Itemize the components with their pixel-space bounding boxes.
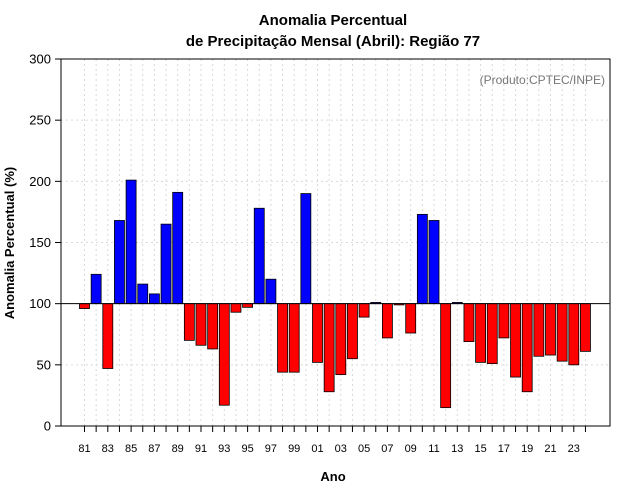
bar-15 [475, 303, 487, 363]
x-tick-label: 83 [102, 443, 114, 455]
bar-87 [148, 293, 160, 305]
x-tick-label: 19 [521, 443, 533, 455]
bar-19 [521, 303, 533, 393]
x-tick-label: 91 [195, 443, 207, 455]
bar-86 [137, 283, 149, 305]
x-tick-label: 97 [265, 443, 277, 455]
y-tick-label: 0 [44, 419, 51, 434]
credit-label: (Produto:CPTEC/INPE) [480, 73, 605, 87]
bar-22 [556, 303, 568, 362]
bar-04 [347, 303, 358, 360]
x-tick-label: 05 [358, 443, 370, 455]
y-tick-label: 50 [37, 357, 51, 372]
bar-12 [440, 303, 452, 409]
x-tick-label: 87 [148, 443, 160, 455]
bar-02 [323, 303, 335, 393]
bars [79, 179, 591, 409]
chart-title-line1: Anomalia Percentual [259, 12, 407, 29]
bar-95 [242, 303, 254, 308]
bar-07 [381, 303, 393, 339]
bar-81 [79, 303, 90, 309]
x-tick-label: 89 [172, 443, 184, 455]
x-tick-label: 03 [335, 443, 347, 455]
bar-00 [300, 193, 312, 305]
x-tick-label: 95 [241, 443, 253, 455]
bar-98 [277, 303, 288, 373]
x-tick-label: 23 [568, 443, 580, 455]
bar-18 [510, 303, 521, 378]
x-tick-label: 81 [78, 443, 90, 455]
x-tick-label: 85 [125, 443, 137, 455]
bar-14 [463, 303, 475, 342]
x-tick-label: 17 [498, 443, 510, 455]
bar-20 [533, 303, 545, 357]
x-tick-label: 09 [405, 443, 417, 455]
bar-11 [428, 220, 440, 305]
bar-89 [172, 191, 184, 305]
bar-01 [312, 303, 323, 363]
bar-97 [265, 278, 277, 305]
y-tick-label: 150 [29, 235, 51, 250]
bar-84 [114, 220, 125, 305]
y-axis-ticks: 0 50 100 150 200 250 300 [29, 52, 61, 434]
x-axis-label: Ano [320, 469, 345, 484]
bar-03 [335, 303, 347, 376]
bar-94 [230, 303, 242, 313]
y-tick-label: 300 [29, 52, 51, 67]
bar-93 [218, 303, 230, 406]
y-axis-label: Anomalia Percentual (%) [2, 167, 17, 319]
y-tick-label: 100 [29, 296, 51, 311]
bar-99 [288, 303, 300, 373]
bar-05 [358, 303, 370, 318]
bar-82 [90, 273, 102, 305]
y-tick-label: 200 [29, 174, 51, 189]
bar-88 [160, 223, 172, 305]
y-tick-label: 250 [29, 113, 51, 128]
bar-83 [102, 303, 114, 369]
bar-92 [207, 303, 219, 350]
x-tick-label: 01 [311, 443, 323, 455]
x-tick-label: 15 [474, 443, 486, 455]
chart-title-line2: de Precipitação Mensal (Abril): Região 7… [186, 33, 480, 50]
bar-23 [568, 303, 580, 366]
bar-96 [253, 207, 265, 305]
bar-09 [405, 303, 417, 334]
bar-91 [195, 303, 207, 346]
x-tick-label: 13 [451, 443, 463, 455]
bar-90 [183, 303, 195, 341]
x-tick-label: 07 [381, 443, 393, 455]
x-tick-label: 11 [428, 443, 439, 455]
plot-frame [60, 58, 611, 427]
bar-24 [580, 303, 591, 352]
bar-16 [486, 303, 498, 365]
bar-85 [125, 179, 137, 305]
x-tick-label: 99 [288, 443, 300, 455]
x-axis-ticks: 81 83 85 87 89 91 93 95 97 99 01 03 05 07 09 11 13 15 17 19… [78, 426, 586, 455]
x-tick-label: 93 [218, 443, 230, 455]
bar-17 [498, 303, 510, 339]
bar-21 [545, 303, 556, 356]
x-tick-label: 21 [544, 443, 556, 455]
bar-10 [416, 213, 428, 305]
